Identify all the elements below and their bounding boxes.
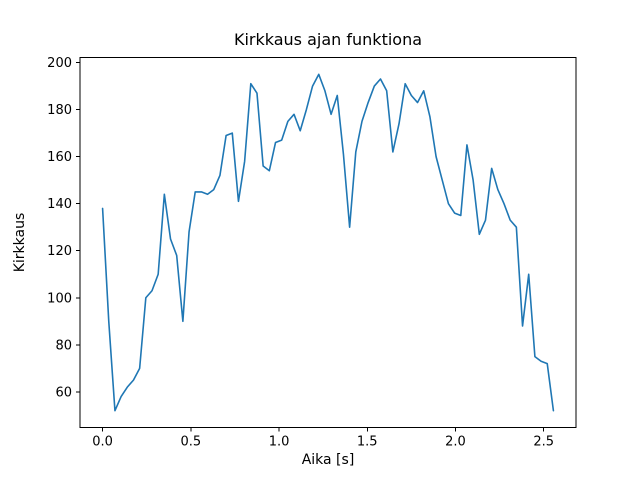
x-tick-label: 2.5 (533, 435, 554, 450)
x-axis-label: Aika [s] (302, 452, 355, 468)
y-tick-label: 60 (55, 385, 72, 400)
x-tick-label: 0.5 (180, 435, 201, 450)
x-tick-label: 1.5 (357, 435, 378, 450)
data-line (101, 73, 555, 412)
y-tick-label: 100 (47, 291, 72, 306)
y-tick-label: 160 (47, 150, 72, 165)
y-tick-label: 200 (47, 56, 72, 71)
y-axis-ticks: 60 80 100 120 140 160 180 200 (47, 56, 80, 400)
chart-title: Kirkkaus ajan funktiona (234, 30, 422, 49)
y-tick-label: 180 (47, 103, 72, 118)
plot-area (79, 57, 577, 428)
y-tick-label: 120 (47, 244, 72, 259)
y-tick-label: 80 (55, 338, 72, 353)
y-tick-label: 140 (47, 197, 72, 212)
y-axis-label: Kirkkaus (12, 213, 28, 273)
x-tick-label: 1.0 (269, 435, 290, 450)
x-axis-ticks: 0.0 0.5 1.0 1.5 2.0 2.5 (92, 427, 554, 450)
x-tick-label: 0.0 (92, 435, 113, 450)
x-tick-label: 2.0 (445, 435, 466, 450)
